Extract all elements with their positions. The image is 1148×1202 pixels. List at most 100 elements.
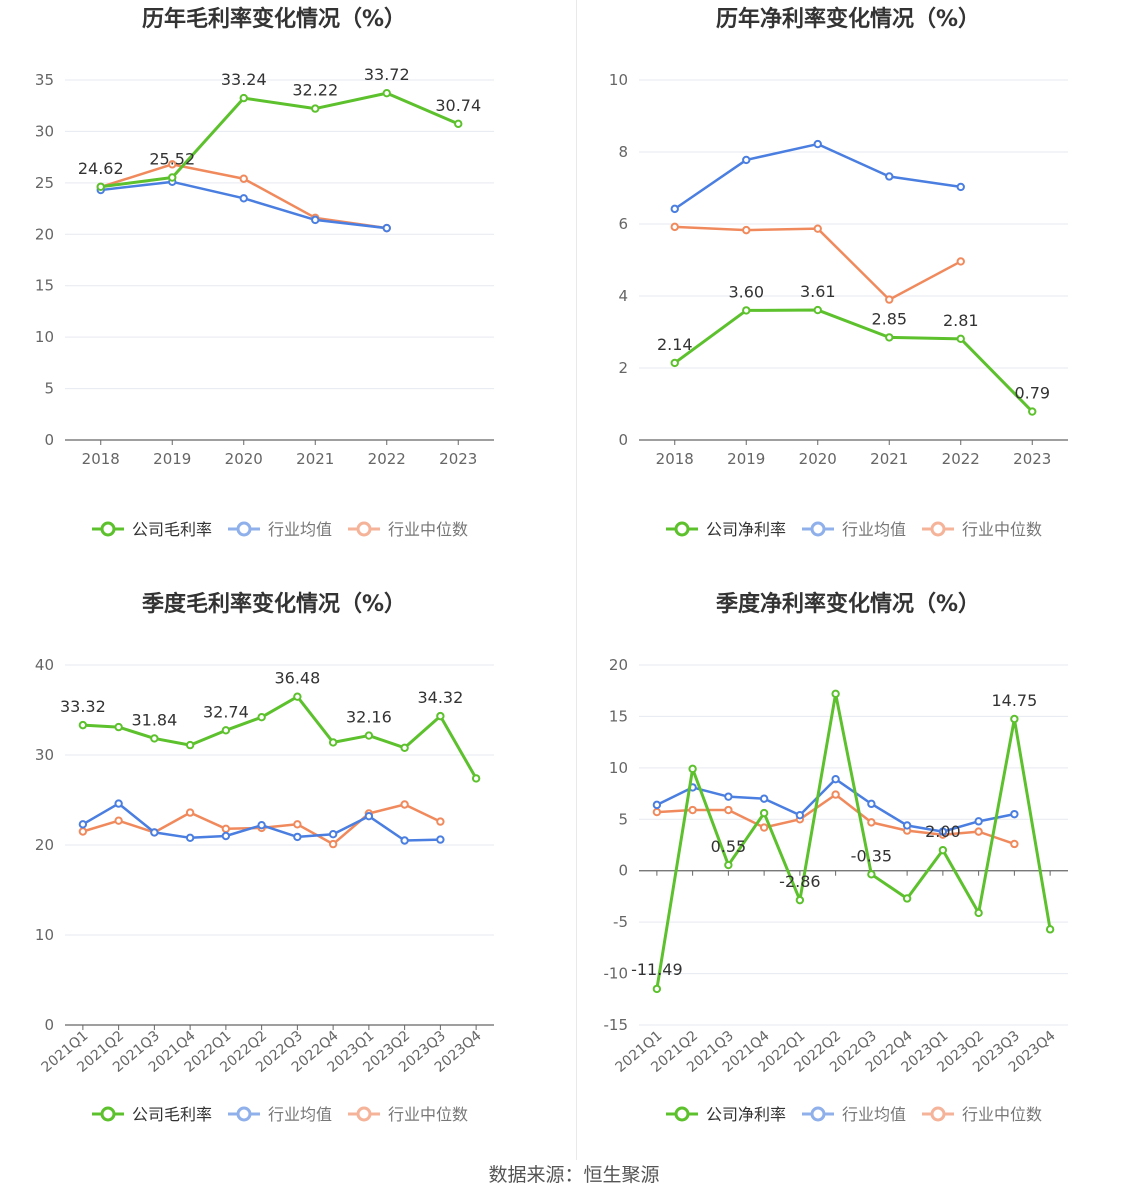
x-tick-label: 2022	[942, 450, 980, 468]
data-label: 32.16	[346, 708, 392, 727]
data-label: 2.14	[657, 335, 693, 354]
chart-annual-net-margin: 历年净利率变化情况（%） 0 2 4 6 8 10 2018 2019 2020 2021 2022 2…	[574, 0, 1148, 585]
x-tick-label: 2021	[870, 450, 908, 468]
data-point	[724, 792, 733, 801]
data-point	[364, 812, 374, 821]
data-point	[257, 821, 266, 830]
legend-marker	[810, 1106, 826, 1122]
y-tick-label: 6	[618, 215, 628, 233]
data-point	[293, 692, 302, 701]
data-label: 3.61	[800, 282, 836, 301]
data-point	[221, 831, 231, 841]
data-label: 3.60	[728, 282, 764, 301]
data-point	[150, 828, 159, 837]
data-point	[1028, 407, 1037, 416]
x-tick-label: 2018	[656, 450, 694, 468]
y-tick-label: 20	[35, 836, 54, 854]
chart-quarterly-net-margin: 季度净利率变化情况（%） -15 -10 -5 0 5 10 15 20 2021Q1 2021Q2…	[574, 585, 1148, 1170]
legend-label: 行业均值	[268, 520, 332, 539]
data-point	[759, 808, 769, 818]
y-tick-label: 0	[618, 862, 628, 880]
data-point	[902, 894, 912, 903]
data-point	[652, 984, 662, 994]
y-tick-label: 0	[44, 1016, 54, 1034]
data-point	[436, 817, 445, 826]
data-point	[813, 305, 822, 315]
data-label: 36.48	[274, 669, 320, 688]
data-point	[885, 295, 894, 304]
data-point	[221, 824, 231, 834]
data-point	[185, 740, 195, 750]
data-point	[328, 738, 338, 747]
data-point	[670, 222, 679, 232]
series-line-0	[655, 692, 1052, 990]
series-line-1	[674, 142, 961, 210]
data-point	[239, 93, 248, 103]
data-point	[885, 172, 894, 181]
legend-label: 公司净利率	[706, 520, 786, 539]
data-point	[239, 194, 248, 203]
data-point	[1010, 714, 1019, 724]
y-tick-label: -10	[604, 965, 629, 983]
data-label: 33.24	[221, 70, 267, 89]
y-tick-label: 30	[35, 122, 54, 140]
data-label: 24.62	[78, 159, 124, 178]
data-point	[867, 870, 876, 879]
data-point	[652, 807, 662, 817]
legend-label: 公司毛利率	[132, 520, 212, 539]
legend-marker	[930, 1106, 946, 1122]
data-point	[759, 794, 769, 803]
data-point	[400, 800, 409, 809]
data-point	[400, 836, 409, 845]
y-tick-label: 15	[35, 277, 54, 295]
legend-label: 行业中位数	[962, 1105, 1042, 1124]
y-tick-label: -5	[613, 913, 628, 931]
data-point	[688, 805, 697, 815]
data-point	[742, 225, 751, 235]
data-point	[670, 358, 679, 368]
data-point	[885, 333, 894, 342]
legend-marker	[810, 521, 826, 537]
data-source: 数据来源：恒生聚源	[488, 1164, 660, 1186]
legend-marker	[356, 521, 372, 537]
data-label: 33.32	[60, 697, 106, 716]
series-line-0	[100, 91, 459, 189]
y-tick-label: 5	[44, 380, 54, 398]
data-label: 33.72	[364, 65, 410, 84]
data-point	[311, 104, 320, 113]
legend-marker	[930, 521, 946, 537]
data-point	[956, 334, 965, 344]
data-point	[670, 204, 679, 214]
panel-divider	[576, 0, 577, 1160]
y-tick-label: 30	[35, 746, 54, 764]
data-point	[938, 827, 948, 836]
x-tick-label: 2022	[368, 450, 406, 468]
y-tick-label: 0	[44, 431, 54, 449]
chart-annual-gross-margin: 历年毛利率变化情况（%） 0 5 10 15 20 25 30 35 2018 2019 2020 20…	[0, 0, 574, 585]
y-tick-label: -15	[604, 1016, 629, 1034]
x-tick-label: 2021	[296, 450, 334, 468]
data-point	[78, 720, 88, 730]
legend-marker	[236, 1106, 252, 1122]
data-point	[1045, 925, 1055, 934]
x-tick-label: 2023	[439, 450, 477, 468]
data-label: 34.32	[417, 688, 463, 707]
data-point	[114, 816, 123, 825]
data-label: 25.52	[149, 150, 195, 169]
y-tick-label: 10	[609, 759, 628, 777]
data-point	[938, 845, 948, 855]
data-label: 30.74	[435, 96, 481, 115]
data-point	[293, 832, 302, 842]
data-point	[311, 215, 320, 225]
data-point	[257, 713, 266, 722]
legend-label: 公司净利率	[706, 1105, 786, 1124]
legend-marker	[674, 521, 690, 537]
data-point	[831, 689, 840, 699]
legend-marker	[100, 1106, 116, 1122]
data-point	[831, 790, 840, 799]
chart-title: 历年毛利率变化情况（%）	[142, 6, 406, 32]
data-point	[742, 306, 751, 315]
data-point	[150, 734, 159, 743]
legend-marker	[356, 1106, 372, 1122]
data-point	[293, 820, 302, 829]
